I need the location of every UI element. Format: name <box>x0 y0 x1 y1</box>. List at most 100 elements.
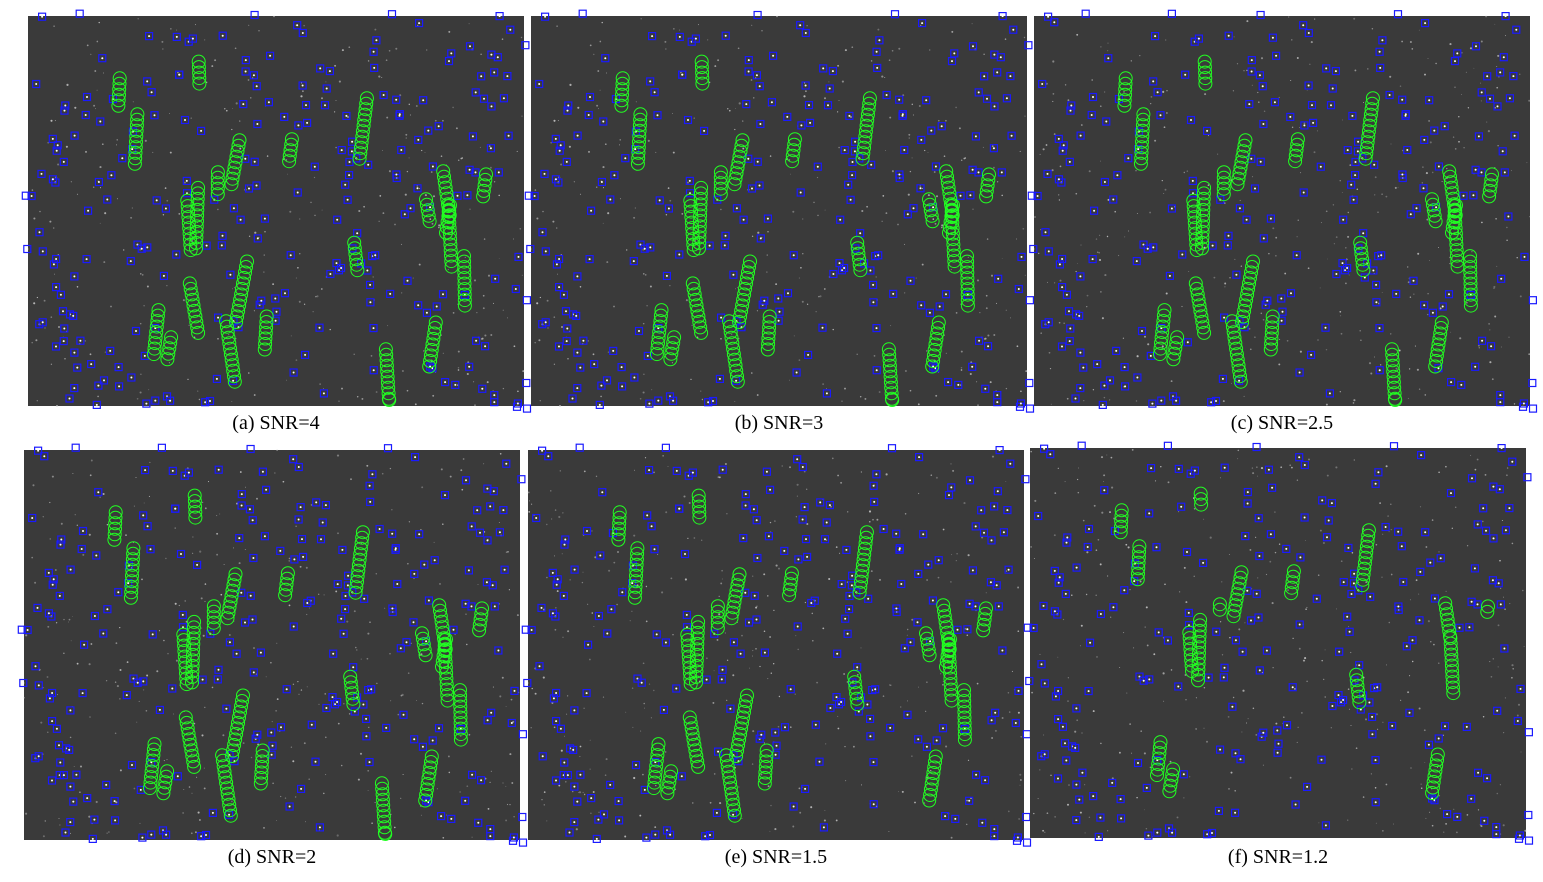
target-circle <box>1196 320 1211 335</box>
detection-box <box>1088 92 1098 102</box>
bright-star <box>918 456 921 459</box>
star <box>136 397 139 400</box>
star <box>508 589 510 591</box>
star <box>906 634 908 636</box>
detection-box <box>260 214 269 223</box>
target-circle <box>258 326 273 340</box>
target-circle <box>785 154 800 169</box>
bright-star <box>395 98 398 101</box>
target-circle <box>944 209 959 224</box>
detection-box <box>201 398 210 407</box>
bright-star <box>51 692 54 694</box>
bright-star <box>993 835 996 838</box>
detection-box <box>596 551 605 560</box>
star <box>432 195 436 198</box>
bright-star <box>51 779 53 782</box>
detection-box <box>1498 147 1507 156</box>
bright-star <box>783 549 786 552</box>
star <box>407 563 409 565</box>
detection-box <box>750 591 759 600</box>
star <box>824 97 826 100</box>
bright-star <box>567 104 570 107</box>
bright-star <box>1507 215 1510 218</box>
star <box>173 713 175 715</box>
detection-box <box>1044 12 1053 21</box>
bright-star <box>497 649 500 652</box>
bright-star <box>845 548 848 551</box>
target-circle <box>942 220 957 235</box>
bright-star <box>1512 75 1515 78</box>
star <box>288 604 291 607</box>
target-circle <box>376 798 391 813</box>
detection-box <box>1112 346 1121 355</box>
star <box>527 491 530 494</box>
bright-star <box>649 246 652 249</box>
star <box>924 149 926 152</box>
target-circle <box>379 358 394 373</box>
bright-star <box>444 381 447 384</box>
bright-star <box>174 507 177 510</box>
bright-star <box>106 198 109 201</box>
target-circle <box>236 688 250 703</box>
bright-star <box>220 244 223 247</box>
detection-box <box>729 638 738 647</box>
detection-box <box>451 380 460 389</box>
target-circle <box>884 386 899 401</box>
star <box>1005 309 1007 311</box>
detection-box <box>409 618 418 627</box>
detection-box <box>82 92 92 102</box>
bright-star <box>1262 237 1265 240</box>
bright-star <box>252 557 255 559</box>
star <box>1454 148 1457 150</box>
star <box>394 826 396 829</box>
star <box>558 515 561 519</box>
target-circle <box>710 610 725 625</box>
star <box>265 676 267 678</box>
target-circle <box>727 352 742 367</box>
bright-star <box>1474 168 1477 171</box>
star <box>115 801 118 804</box>
target-circle <box>227 572 242 587</box>
bright-star <box>1044 231 1047 234</box>
bright-star <box>211 811 214 814</box>
star <box>276 820 277 821</box>
star <box>543 791 546 793</box>
bright-star <box>522 841 524 844</box>
star <box>701 398 704 401</box>
star <box>60 522 63 525</box>
target-circle <box>1385 353 1400 368</box>
star <box>211 686 214 689</box>
target-circle <box>1154 330 1169 345</box>
target-circle <box>631 140 646 155</box>
star <box>976 682 979 685</box>
star <box>960 367 963 369</box>
detection-box <box>1088 255 1097 264</box>
star <box>1306 89 1308 91</box>
star <box>324 693 326 695</box>
detection-box <box>669 396 678 405</box>
target-circle <box>761 337 776 351</box>
bright-star <box>799 191 802 194</box>
target-circle <box>419 197 434 212</box>
bright-star <box>931 599 934 602</box>
detection-box <box>298 81 307 90</box>
star <box>1181 305 1183 308</box>
bright-star <box>928 311 931 314</box>
star <box>1290 80 1292 81</box>
star <box>239 147 242 150</box>
target-circle <box>191 60 206 75</box>
star <box>132 101 134 103</box>
star <box>68 621 70 623</box>
star <box>964 627 967 630</box>
panel-e-image <box>521 443 1032 847</box>
detection-box <box>441 378 450 387</box>
star <box>806 522 809 526</box>
detection-box <box>909 204 918 213</box>
star <box>927 194 930 197</box>
target-circle <box>157 780 172 795</box>
detection-box <box>237 489 246 499</box>
star <box>119 626 121 629</box>
detection-box <box>563 324 572 333</box>
detection-box <box>341 591 350 601</box>
star <box>1128 230 1129 232</box>
